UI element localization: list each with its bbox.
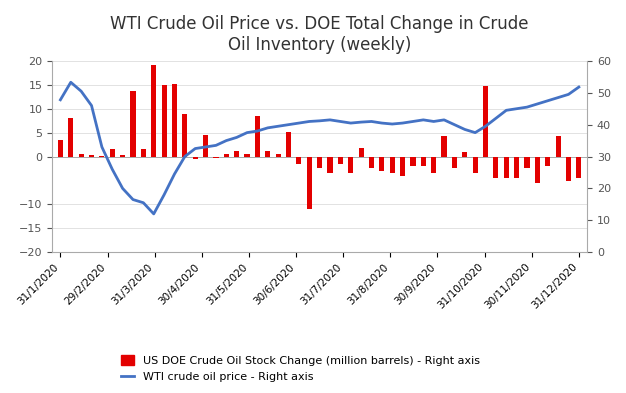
- Bar: [223, 154, 229, 156]
- Bar: [577, 156, 582, 178]
- Legend: US DOE Crude Oil Stock Change (million barrels) - Right axis, WTI crude oil pric: US DOE Crude Oil Stock Change (million b…: [115, 349, 486, 387]
- Bar: [193, 156, 198, 159]
- Bar: [130, 90, 136, 156]
- Bar: [307, 156, 312, 209]
- Bar: [141, 149, 146, 156]
- Bar: [483, 86, 488, 156]
- Bar: [317, 156, 322, 169]
- Bar: [389, 156, 395, 173]
- Bar: [245, 154, 250, 156]
- Bar: [338, 156, 343, 164]
- Title: WTI Crude Oil Price vs. DOE Total Change in Crude
Oil Inventory (weekly): WTI Crude Oil Price vs. DOE Total Change…: [110, 15, 529, 54]
- Bar: [265, 151, 270, 156]
- Bar: [452, 156, 457, 169]
- Bar: [411, 156, 416, 166]
- Bar: [504, 156, 509, 178]
- Bar: [555, 136, 561, 156]
- Bar: [535, 156, 540, 183]
- Bar: [400, 156, 405, 176]
- Bar: [431, 156, 436, 173]
- Bar: [89, 155, 94, 156]
- Bar: [369, 156, 374, 169]
- Bar: [421, 156, 426, 166]
- Bar: [275, 154, 280, 156]
- Bar: [379, 156, 384, 171]
- Bar: [172, 84, 177, 156]
- Bar: [566, 156, 571, 182]
- Bar: [462, 152, 468, 156]
- Bar: [327, 156, 332, 173]
- Bar: [255, 116, 260, 156]
- Bar: [348, 156, 353, 173]
- Bar: [110, 149, 115, 156]
- Bar: [78, 154, 84, 156]
- Bar: [120, 155, 125, 156]
- Bar: [441, 136, 447, 156]
- Bar: [493, 156, 498, 178]
- Bar: [151, 65, 156, 156]
- Bar: [359, 148, 364, 156]
- Bar: [473, 156, 478, 173]
- Bar: [286, 132, 291, 156]
- Bar: [234, 151, 239, 156]
- Bar: [525, 156, 530, 169]
- Bar: [545, 156, 550, 166]
- Bar: [213, 156, 218, 158]
- Bar: [58, 140, 63, 156]
- Bar: [182, 114, 187, 156]
- Bar: [296, 156, 302, 164]
- Bar: [203, 135, 208, 156]
- Bar: [162, 85, 167, 156]
- Bar: [514, 156, 519, 178]
- Bar: [68, 118, 73, 156]
